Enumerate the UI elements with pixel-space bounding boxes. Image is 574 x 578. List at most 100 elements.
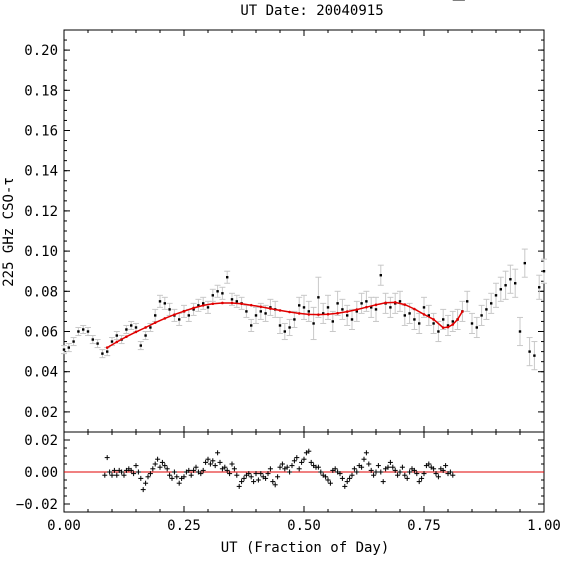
residual-marker	[339, 475, 345, 481]
fit-point	[297, 312, 301, 315]
residual-marker	[431, 466, 437, 472]
residual-marker	[447, 469, 453, 475]
data-point	[139, 344, 142, 347]
top-y-tick-label: 0.20	[24, 43, 58, 59]
residual-marker	[426, 461, 432, 467]
residual-marker	[407, 469, 413, 475]
fit-point	[278, 309, 282, 312]
data-point	[413, 318, 416, 321]
fit-point	[336, 311, 339, 315]
residual-marker	[291, 458, 297, 464]
fit-point	[153, 321, 157, 324]
residual-marker	[375, 463, 381, 469]
residual-marker	[380, 479, 386, 485]
fit-point	[441, 326, 445, 329]
fit-point	[240, 302, 243, 306]
residual-marker	[263, 475, 269, 481]
data-point	[408, 312, 411, 315]
fit-point	[249, 303, 253, 307]
residual-marker	[323, 474, 329, 480]
residual-marker	[435, 474, 441, 480]
residual-marker	[157, 464, 163, 470]
x-tick-label: 0.25	[167, 518, 201, 534]
fit-point	[461, 310, 464, 313]
residual-marker	[308, 459, 314, 465]
residual-marker	[284, 464, 290, 470]
top-y-tick-label: 0.14	[24, 164, 58, 180]
residual-marker	[289, 463, 295, 469]
residual-marker	[251, 479, 257, 485]
residual-marker	[315, 464, 321, 470]
data-point	[528, 350, 531, 353]
top-y-tick-label: 0.16	[24, 124, 58, 140]
x-tick-label: 0.50	[287, 518, 321, 534]
fit-point	[163, 317, 167, 320]
data-point	[202, 302, 205, 305]
residual-marker	[294, 455, 300, 461]
data-point	[235, 300, 238, 303]
data-point	[245, 310, 248, 313]
residual-marker	[140, 487, 146, 493]
data-point	[72, 340, 75, 343]
data-point	[346, 314, 349, 317]
residual-marker	[395, 472, 401, 478]
residual-marker	[102, 472, 108, 478]
residual-marker	[119, 469, 125, 475]
residual-marker	[236, 483, 242, 489]
residual-marker	[414, 471, 420, 477]
data-point	[360, 302, 363, 305]
top-y-tick-label: 0.04	[24, 365, 58, 381]
residual-marker	[248, 474, 254, 480]
residual-marker	[191, 467, 197, 473]
residual-marker	[349, 472, 355, 478]
data-point	[178, 318, 181, 321]
residual-marker	[246, 471, 252, 477]
residual-marker	[217, 459, 223, 465]
fit-point	[326, 312, 330, 316]
data-point	[374, 308, 378, 311]
bottom-y-tick-label: −0.02	[16, 497, 58, 513]
residual-marker	[229, 461, 235, 467]
data-point	[403, 314, 406, 317]
fit-point	[432, 318, 435, 321]
residual-marker	[200, 467, 206, 473]
residual-marker	[222, 464, 228, 470]
residual-marker	[390, 464, 396, 470]
top-panel: 0.02 0.04 0.06 0.08 0.10 0.12 0.14 0.16 0.18 0.20	[24, 29, 547, 433]
fit-point	[201, 304, 205, 307]
residual-marker	[296, 466, 302, 472]
fit-point	[288, 310, 291, 314]
fit-point	[403, 303, 407, 306]
residual-marker	[224, 467, 230, 473]
top-y-tick-label: 0.12	[24, 204, 58, 220]
data-point	[379, 274, 382, 277]
residual-marker	[366, 461, 372, 467]
residual-marker	[411, 467, 417, 473]
residual-marker	[203, 459, 209, 465]
fit-point	[374, 303, 378, 307]
chart-title: UT Date: 20040915	[240, 3, 383, 19]
data-point	[466, 300, 469, 303]
residual-marker	[155, 456, 161, 462]
residual-marker	[354, 469, 360, 475]
data-point	[514, 282, 517, 285]
fit-point	[307, 313, 311, 316]
fit-point	[317, 313, 320, 316]
data-point	[154, 314, 157, 317]
residual-marker	[301, 456, 307, 462]
residual-marker	[258, 471, 264, 477]
residual-marker	[181, 474, 187, 480]
residual-marker	[131, 471, 137, 477]
residual-marker	[210, 458, 216, 464]
data-point	[264, 312, 267, 315]
data-point	[221, 292, 224, 295]
fit-point	[355, 308, 359, 311]
residual-marker	[171, 469, 177, 475]
data-point	[418, 322, 421, 325]
residual-marker	[385, 464, 391, 470]
fit-point	[451, 323, 455, 326]
data-point	[302, 306, 306, 309]
residual-marker	[104, 455, 110, 461]
data-point	[365, 300, 368, 303]
fit-point	[125, 335, 128, 339]
